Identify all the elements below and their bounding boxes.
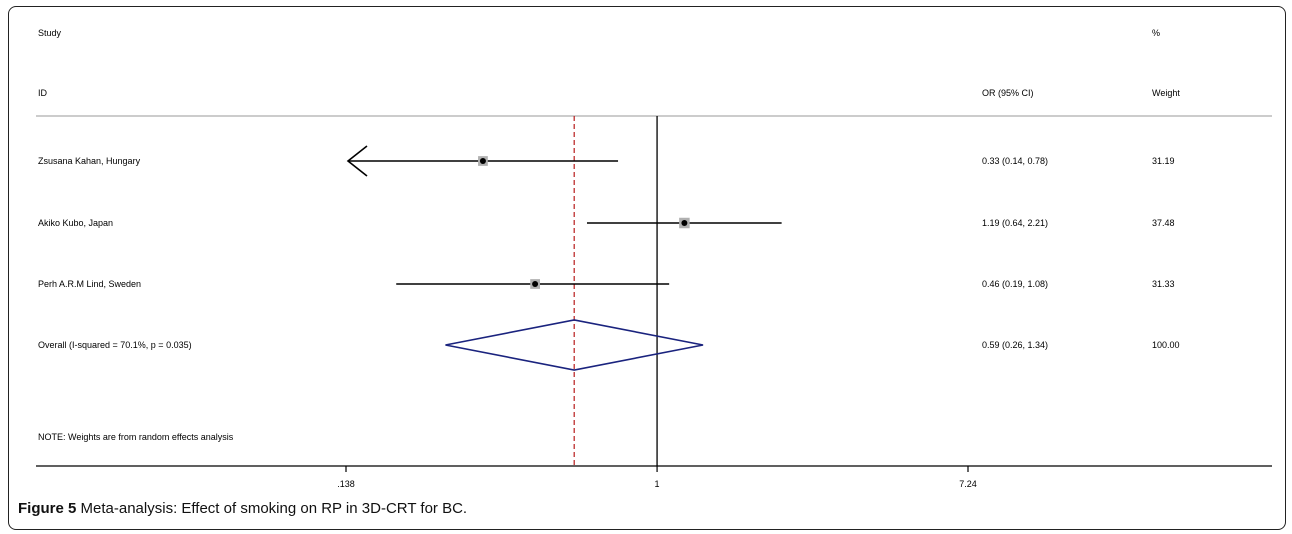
x-tick-label: .138: [337, 479, 355, 489]
study-label: Perh A.R.M Lind, Sweden: [38, 279, 141, 289]
header-weight: Weight: [1152, 88, 1180, 98]
x-tick-label: 1: [655, 479, 660, 489]
weight-value: 31.33: [1152, 279, 1175, 289]
study-label: Akiko Kubo, Japan: [38, 218, 113, 228]
overall-diamond: [445, 319, 704, 371]
figure-caption-label: Figure 5: [18, 500, 77, 517]
header-percent: %: [1152, 28, 1160, 38]
header-id: ID: [38, 88, 48, 98]
study-row: Zsusana Kahan, Hungary 0.33 (0.14, 0.78)…: [38, 145, 1175, 177]
truncation-arrow: [346, 145, 368, 177]
point-estimate: [479, 158, 486, 164]
or-value: 0.46 (0.19, 1.08): [982, 279, 1048, 289]
overall-weight-value: 100.00: [1152, 340, 1180, 350]
figure-caption-text: Meta-analysis: Effect of smoking on RP i…: [80, 500, 468, 517]
study-label: Zsusana Kahan, Hungary: [38, 156, 141, 166]
header-or: OR (95% CI): [982, 88, 1034, 98]
point-estimate: [532, 281, 539, 287]
or-value: 1.19 (0.64, 2.21): [982, 218, 1048, 228]
overall-or-value: 0.59 (0.26, 1.34): [982, 340, 1048, 350]
figure-caption: Figure 5 Meta-analysis: Effect of smokin…: [18, 500, 467, 517]
or-value: 0.33 (0.14, 0.78): [982, 156, 1048, 166]
study-row: Akiko Kubo, Japan 1.19 (0.64, 2.21) 37.4…: [38, 217, 1175, 229]
point-estimate: [681, 220, 688, 226]
overall-label: Overall (I-squared = 70.1%, p = 0.035): [38, 340, 192, 350]
x-tick-label: 7.24: [959, 479, 977, 489]
overall-row: Overall (I-squared = 70.1%, p = 0.035) 0…: [38, 319, 1180, 371]
x-axis-ticks: .138 1 7.24: [337, 466, 977, 489]
study-row: Perh A.R.M Lind, Sweden 0.46 (0.19, 1.08…: [38, 279, 1175, 289]
weight-value: 37.48: [1152, 218, 1175, 228]
note-text: NOTE: Weights are from random effects an…: [38, 432, 234, 442]
figure-frame: [8, 6, 1286, 530]
weight-value: 31.19: [1152, 156, 1175, 166]
header-study: Study: [38, 28, 62, 38]
